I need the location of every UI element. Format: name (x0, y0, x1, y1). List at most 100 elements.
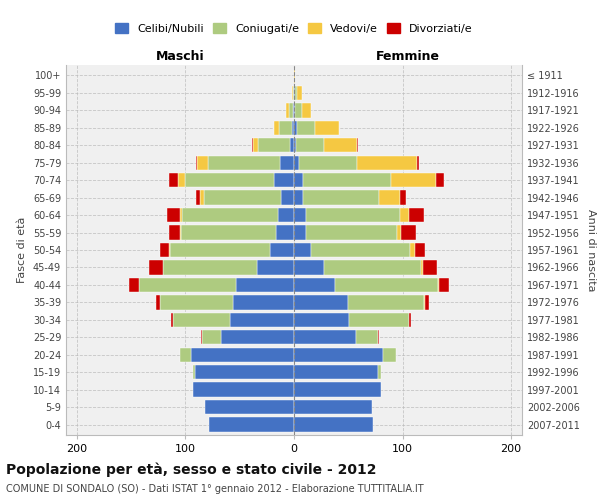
Bar (293, 86, 294, 100)
Bar (208, 156, 280, 170)
Bar (415, 243, 425, 257)
Bar (306, 208, 400, 222)
Bar (335, 278, 439, 292)
Bar (296, 138, 325, 152)
Bar (200, 190, 204, 205)
Bar (294, 278, 335, 292)
Bar (221, 330, 294, 344)
Bar (423, 260, 437, 274)
Bar (294, 348, 383, 362)
Bar (297, 120, 314, 135)
Bar (311, 243, 410, 257)
Bar (180, 226, 181, 239)
Bar (425, 295, 428, 310)
Bar (294, 295, 348, 310)
Bar (436, 173, 444, 188)
Bar (294, 418, 373, 432)
Text: Popolazione per età, sesso e stato civile - 2012: Popolazione per età, sesso e stato civil… (6, 462, 377, 477)
Bar (230, 312, 294, 327)
Bar (295, 86, 297, 100)
Bar (270, 243, 294, 257)
Bar (180, 208, 182, 222)
Bar (294, 330, 356, 344)
Bar (416, 156, 419, 170)
Bar (325, 260, 421, 274)
Bar (325, 138, 357, 152)
Bar (204, 190, 281, 205)
Bar (294, 260, 325, 274)
Bar (274, 173, 294, 188)
Bar (163, 260, 257, 274)
Bar (197, 156, 208, 170)
Y-axis label: Anni di nascita: Anni di nascita (586, 209, 596, 291)
Bar (279, 120, 292, 135)
Bar (397, 226, 401, 239)
Bar (294, 120, 297, 135)
Bar (409, 312, 411, 327)
Bar (294, 208, 306, 222)
Bar (280, 156, 294, 170)
Bar (314, 120, 338, 135)
Bar (172, 312, 173, 327)
Bar (129, 278, 139, 292)
Bar (294, 226, 306, 239)
Bar (251, 138, 253, 152)
Bar (169, 243, 170, 257)
Bar (377, 330, 379, 344)
Bar (156, 295, 160, 310)
Bar (294, 103, 295, 118)
Bar (400, 208, 409, 222)
Bar (294, 243, 311, 257)
Bar (302, 103, 311, 118)
Bar (292, 86, 293, 100)
Bar (274, 120, 279, 135)
Bar (160, 295, 233, 310)
Bar (286, 103, 289, 118)
Bar (377, 365, 381, 380)
Bar (167, 208, 180, 222)
Bar (257, 260, 294, 274)
Bar (275, 226, 294, 239)
Bar (253, 138, 258, 152)
Bar (200, 330, 202, 344)
Bar (290, 138, 294, 152)
Bar (139, 278, 236, 292)
Bar (383, 348, 396, 362)
Text: Femmine: Femmine (376, 50, 440, 64)
Bar (193, 382, 294, 397)
Bar (196, 190, 200, 205)
Bar (236, 278, 294, 292)
Bar (439, 278, 449, 292)
Bar (294, 365, 377, 380)
Text: COMUNE DI SONDALO (SO) - Dati ISTAT 1° gennaio 2012 - Elaborazione TUTTITALIA.IT: COMUNE DI SONDALO (SO) - Dati ISTAT 1° g… (6, 484, 424, 494)
Bar (424, 295, 425, 310)
Bar (195, 365, 294, 380)
Bar (278, 208, 294, 222)
Bar (299, 156, 357, 170)
Bar (205, 400, 294, 414)
Bar (294, 312, 349, 327)
Bar (185, 173, 274, 188)
Bar (294, 400, 372, 414)
Bar (202, 330, 221, 344)
Bar (357, 156, 416, 170)
Bar (400, 190, 406, 205)
Bar (391, 173, 436, 188)
Bar (180, 348, 191, 362)
Bar (289, 103, 293, 118)
Bar (209, 418, 294, 432)
Bar (294, 190, 302, 205)
Bar (292, 120, 294, 135)
Y-axis label: Fasce di età: Fasce di età (17, 217, 27, 283)
Bar (297, 86, 302, 100)
Bar (182, 208, 278, 222)
Bar (357, 138, 358, 152)
Bar (281, 190, 294, 205)
Bar (149, 260, 163, 274)
Bar (401, 226, 416, 239)
Bar (295, 103, 302, 118)
Bar (173, 312, 230, 327)
Bar (191, 348, 294, 362)
Bar (294, 68, 295, 82)
Bar (294, 156, 299, 170)
